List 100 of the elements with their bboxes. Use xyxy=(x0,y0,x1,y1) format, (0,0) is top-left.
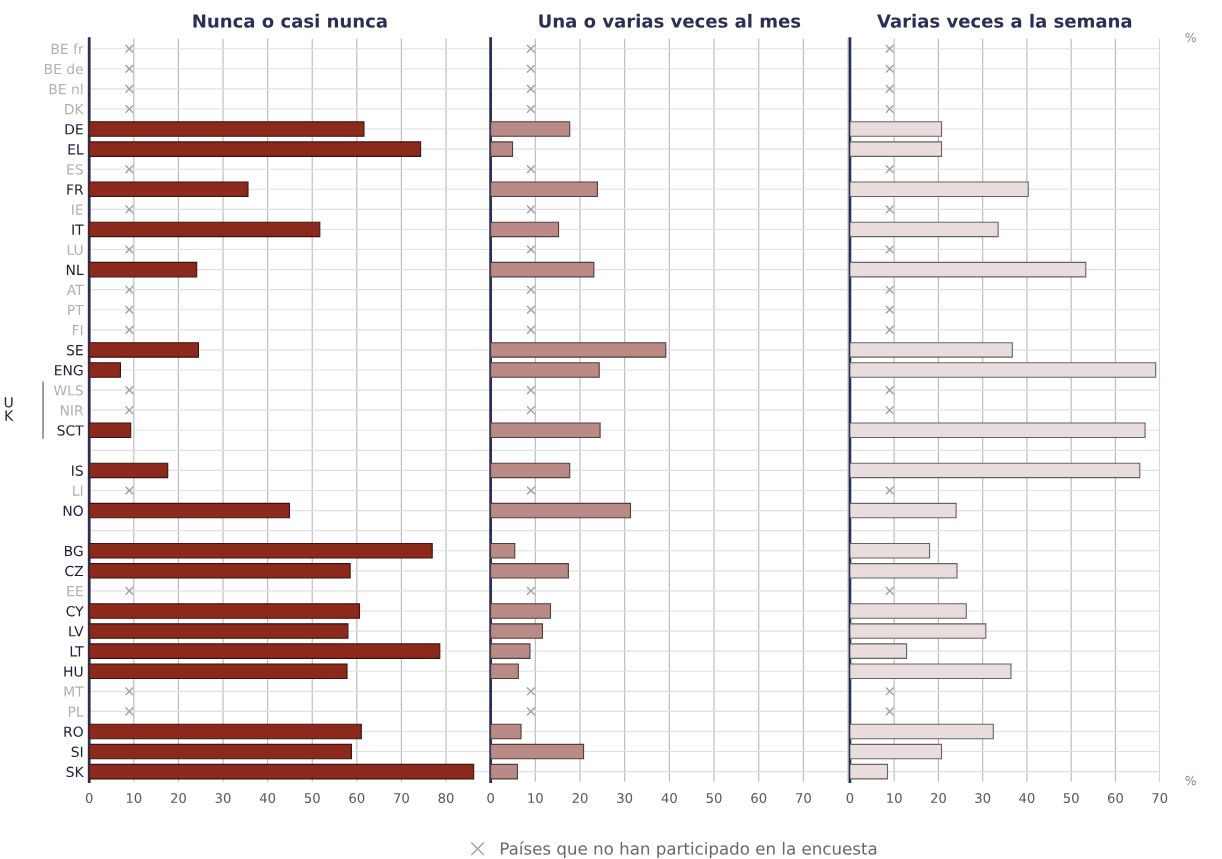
x-tick-label: 10 xyxy=(887,793,902,804)
bar xyxy=(490,603,552,619)
bar xyxy=(89,542,433,559)
bar xyxy=(89,342,200,358)
x-tick-label: 30 xyxy=(215,793,231,804)
x-tick-label: 60 xyxy=(751,793,767,804)
chart-title: Nunca o casi nunca xyxy=(193,13,387,28)
y-tick-label: MT xyxy=(64,686,84,697)
bar xyxy=(490,462,571,479)
y-tick-label: FI xyxy=(72,325,83,336)
text: U K xyxy=(4,397,14,421)
x-tick-label: 60 xyxy=(1107,793,1123,804)
x-tick-label: 40 xyxy=(661,793,677,804)
bar xyxy=(490,763,518,780)
y-tick-label: CZ xyxy=(65,565,84,577)
x-tick-label: 0 xyxy=(85,793,93,804)
y-tick-label: SE xyxy=(66,344,83,356)
x-tick-label: 80 xyxy=(438,793,454,804)
y-tick-label: DE xyxy=(65,124,83,135)
y-tick-label: SCT xyxy=(57,425,84,436)
text: % xyxy=(1185,775,1196,786)
bar xyxy=(89,623,349,639)
y-tick-label: HU xyxy=(64,666,83,677)
bar xyxy=(89,723,362,740)
x-tick-label: 30 xyxy=(975,793,991,804)
bar xyxy=(89,121,365,137)
bar xyxy=(490,663,519,680)
bar xyxy=(89,743,353,760)
x-tick-label: 10 xyxy=(126,793,142,804)
y-tick-label: EL xyxy=(68,144,84,155)
bar xyxy=(89,462,169,479)
y-tick-label: PT xyxy=(68,304,84,316)
bar xyxy=(490,542,516,559)
bar xyxy=(490,422,601,439)
bar xyxy=(490,181,598,198)
y-tick-label: CY xyxy=(66,605,84,617)
bar xyxy=(89,763,475,780)
bar xyxy=(490,362,600,378)
bar xyxy=(89,663,348,680)
bar xyxy=(490,141,514,157)
bar xyxy=(490,502,632,519)
y-tick-label: LU xyxy=(67,244,83,255)
legend-label: Países que no han participado en la encuesta xyxy=(500,841,877,859)
x-tick-label: 20 xyxy=(930,793,946,804)
bar xyxy=(89,141,422,157)
bar xyxy=(490,563,569,579)
bar xyxy=(89,181,249,198)
y-tick-label: FR xyxy=(67,184,84,195)
bar xyxy=(89,643,441,659)
x-tick-label: 50 xyxy=(304,793,320,804)
bar xyxy=(89,362,121,378)
x-tick-label: 70 xyxy=(1152,793,1168,804)
y-tick-label: LT xyxy=(70,646,84,657)
y-tick-label: BE nl xyxy=(49,83,83,95)
y-tick-label: IS xyxy=(72,465,83,476)
y-tick-label: BE fr xyxy=(51,43,84,54)
x-tick-label: 40 xyxy=(259,793,276,804)
bar xyxy=(490,342,667,358)
chart-title: Una o varias veces al mes xyxy=(539,13,801,28)
x-tick-label: 10 xyxy=(528,793,543,804)
x-tick-label: 0 xyxy=(487,793,494,804)
y-tick-label: NL xyxy=(66,264,84,275)
bar xyxy=(490,643,531,659)
x-tick-label: 20 xyxy=(572,793,588,804)
y-tick-label: IT xyxy=(72,224,84,235)
bar xyxy=(490,121,571,137)
bar xyxy=(490,743,585,760)
y-tick-label: ENG xyxy=(55,364,83,376)
y-tick-label: EE xyxy=(67,586,83,597)
x-tick-label: 20 xyxy=(170,793,186,804)
y-tick-label: PL xyxy=(68,706,84,717)
x-tick-label: 70 xyxy=(394,793,409,804)
x-tick-label: 50 xyxy=(706,793,722,804)
text: % xyxy=(1185,32,1196,43)
y-tick-label: NIR xyxy=(60,405,84,416)
bar xyxy=(490,723,522,740)
y-tick-label: BE de xyxy=(44,63,83,75)
y-tick-label: LI xyxy=(73,485,83,496)
y-tick-label: DK xyxy=(65,104,84,115)
y-tick-label: AT xyxy=(66,284,84,295)
chart-title: Varias veces a la semana xyxy=(877,13,1132,28)
y-tick-label: SK xyxy=(66,766,84,778)
y-tick-label: RO xyxy=(64,726,83,737)
bar xyxy=(89,502,291,519)
x-tick-label: 60 xyxy=(349,793,365,804)
y-tick-label: WLS xyxy=(53,385,83,396)
bar xyxy=(490,623,544,639)
y-tick-label: LV xyxy=(69,626,84,637)
x-tick-label: 30 xyxy=(617,793,633,804)
x-tick-label: 50 xyxy=(1063,793,1079,804)
bar xyxy=(89,563,351,579)
x-tick-label: 0 xyxy=(846,793,854,804)
y-tick-label: IE xyxy=(72,204,83,215)
y-tick-label: NO xyxy=(63,505,83,517)
x-tick-label: 40 xyxy=(1019,793,1035,804)
bar xyxy=(89,261,198,278)
bar xyxy=(490,221,560,238)
y-tick-label: BG xyxy=(64,545,83,557)
y-tick-label: SI xyxy=(71,746,83,758)
x-tick-label: 70 xyxy=(796,793,811,804)
